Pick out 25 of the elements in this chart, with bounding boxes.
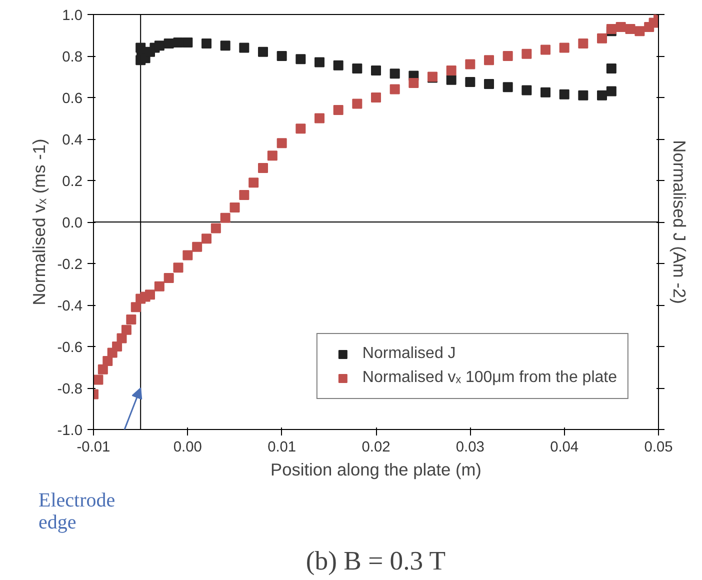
y-tick-label: -1.0: [57, 423, 83, 439]
legend-label: Normalised vₓ 100μm from the plate: [362, 369, 617, 387]
y-tick-label: -0.2: [57, 257, 83, 273]
y-tick-label: -0.6: [57, 340, 83, 356]
x-axis-title: Position along the plate (m): [270, 460, 482, 480]
x-tick-label: 0.01: [268, 440, 296, 456]
x-tick-label: 0.02: [362, 440, 390, 456]
y-tick-label: -0.4: [57, 298, 83, 314]
y2-axis-title: Normalised J (Am -2): [670, 140, 690, 304]
y-axis-title: Normalised vₓ (ms -1): [29, 138, 50, 306]
x-tick-label: 0.00: [173, 440, 202, 456]
legend-label: Normalised J: [362, 345, 456, 363]
x-tick-label: 0.03: [456, 440, 484, 456]
y-tick-label: 0.0: [62, 216, 82, 232]
x-tick-label: 0.05: [644, 440, 673, 456]
annotation: Electrode edge: [38, 490, 116, 534]
y-tick-label: 0.8: [62, 50, 82, 66]
y-tick-label: 0.4: [62, 132, 82, 148]
y-tick-label: 0.2: [62, 174, 82, 190]
text: (b) B = 0.3 T: [306, 546, 446, 576]
x-tick-label: -0.01: [76, 440, 110, 456]
y-tick-label: 1.0: [62, 8, 82, 24]
y-tick-label: -0.8: [57, 382, 83, 398]
x-tick-label: 0.04: [550, 440, 579, 456]
y-tick-label: 0.6: [62, 91, 82, 107]
